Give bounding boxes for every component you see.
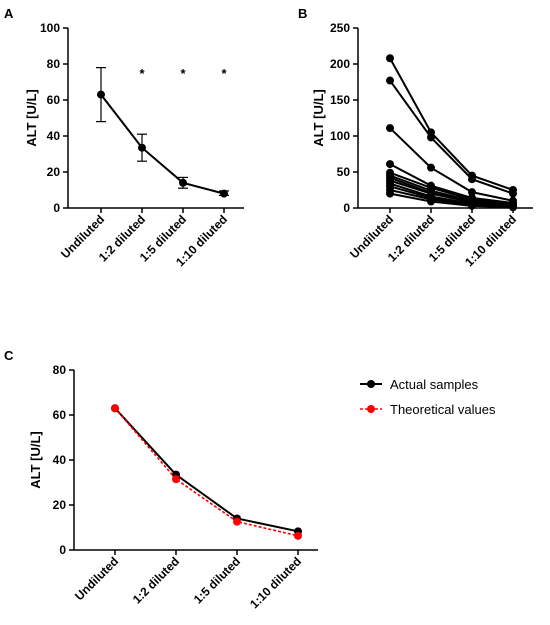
data-point [386, 124, 394, 133]
significance-marker: * [180, 66, 186, 81]
x-tick-label: 1:5 diluted [191, 554, 243, 606]
data-point-theoretical [172, 475, 180, 484]
y-tick-label: 60 [47, 93, 61, 107]
data-point [468, 175, 476, 184]
series-line-theoretical [114, 407, 299, 537]
data-point [468, 201, 476, 210]
y-tick-label: 100 [40, 21, 60, 35]
panel-letter-a: A [4, 6, 14, 21]
series-line [389, 57, 514, 191]
x-tick-label: 1:10 diluted [247, 554, 304, 611]
data-point [97, 90, 105, 99]
series-line [389, 127, 514, 202]
legend-marker [367, 380, 375, 388]
series-line [389, 79, 514, 195]
series-line [389, 171, 514, 205]
panel-letter-b: B [298, 6, 307, 21]
data-point [386, 189, 394, 198]
data-point [427, 133, 435, 142]
data-point-theoretical [111, 404, 119, 413]
series-line [389, 192, 514, 209]
y-tick-label: 60 [53, 408, 67, 422]
y-tick-label: 100 [330, 129, 350, 143]
data-point [509, 203, 517, 212]
data-point [468, 188, 476, 197]
y-axis-label: ALT [U/L] [28, 431, 43, 489]
y-tick-label: 20 [47, 165, 61, 179]
data-point [179, 178, 187, 187]
significance-marker: * [221, 66, 227, 81]
y-axis-label: ALT [U/L] [311, 89, 326, 147]
y-tick-label: 40 [47, 129, 61, 143]
data-point-theoretical [233, 517, 241, 526]
y-tick-label: 80 [53, 363, 67, 377]
y-tick-label: 50 [337, 165, 351, 179]
y-tick-label: 40 [53, 453, 67, 467]
series-line-actual [114, 407, 299, 533]
data-point [138, 143, 146, 152]
y-tick-label: 0 [343, 201, 350, 215]
y-axis-label: ALT [U/L] [24, 89, 39, 147]
y-tick-label: 200 [330, 57, 350, 71]
y-tick-label: 0 [53, 201, 60, 215]
x-tick-label: 1:2 diluted [130, 554, 182, 606]
y-tick-label: 250 [330, 21, 350, 35]
legend-label: Actual samples [390, 377, 479, 392]
legend-marker [367, 405, 375, 413]
data-point [427, 163, 435, 172]
series-line [389, 163, 514, 204]
y-tick-label: 80 [47, 57, 61, 71]
data-point [386, 76, 394, 85]
y-tick-label: 150 [330, 93, 350, 107]
data-point [386, 54, 394, 63]
data-point [509, 189, 517, 198]
panel-letter-c: C [4, 348, 14, 363]
data-point [427, 197, 435, 206]
y-tick-label: 20 [53, 498, 67, 512]
series-line [100, 93, 225, 195]
data-point-theoretical [294, 531, 302, 540]
y-tick-label: 0 [59, 543, 66, 557]
legend-label: Theoretical values [390, 402, 496, 417]
data-point [220, 189, 228, 198]
panel-c-chart: 0 20 40 60 80 Undiluted 1:2 diluted 1:5 diluted… [28, 363, 496, 611]
data-point [386, 160, 394, 169]
significance-marker: * [139, 66, 145, 81]
x-tick-label: Undiluted [72, 554, 121, 603]
